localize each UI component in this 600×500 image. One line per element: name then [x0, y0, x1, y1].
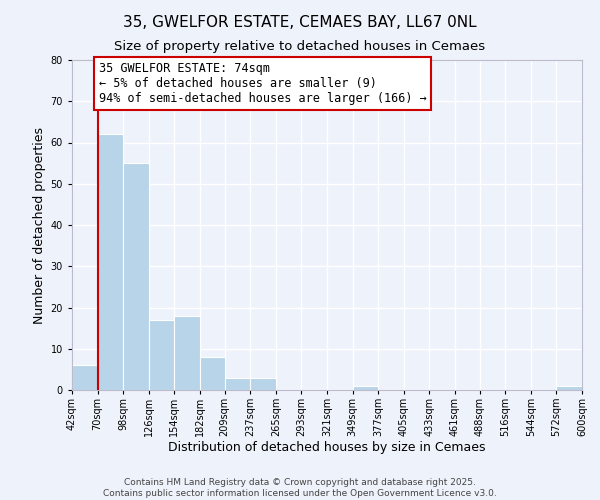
Text: Size of property relative to detached houses in Cemaes: Size of property relative to detached ho… — [115, 40, 485, 53]
Bar — [353, 386, 378, 390]
Bar — [123, 163, 149, 390]
Bar — [98, 134, 123, 390]
Y-axis label: Number of detached properties: Number of detached properties — [34, 126, 46, 324]
Bar — [149, 320, 175, 390]
Bar — [250, 378, 276, 390]
X-axis label: Distribution of detached houses by size in Cemaes: Distribution of detached houses by size … — [168, 440, 486, 454]
Bar — [556, 386, 582, 390]
Text: Contains HM Land Registry data © Crown copyright and database right 2025.
Contai: Contains HM Land Registry data © Crown c… — [103, 478, 497, 498]
Text: 35, GWELFOR ESTATE, CEMAES BAY, LL67 0NL: 35, GWELFOR ESTATE, CEMAES BAY, LL67 0NL — [123, 15, 477, 30]
Bar — [72, 365, 98, 390]
Bar — [224, 378, 250, 390]
Text: 35 GWELFOR ESTATE: 74sqm
← 5% of detached houses are smaller (9)
94% of semi-det: 35 GWELFOR ESTATE: 74sqm ← 5% of detache… — [98, 62, 426, 105]
Bar — [175, 316, 200, 390]
Bar — [200, 357, 224, 390]
